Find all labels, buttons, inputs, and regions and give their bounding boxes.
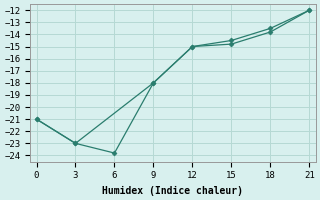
X-axis label: Humidex (Indice chaleur): Humidex (Indice chaleur) [102, 186, 244, 196]
